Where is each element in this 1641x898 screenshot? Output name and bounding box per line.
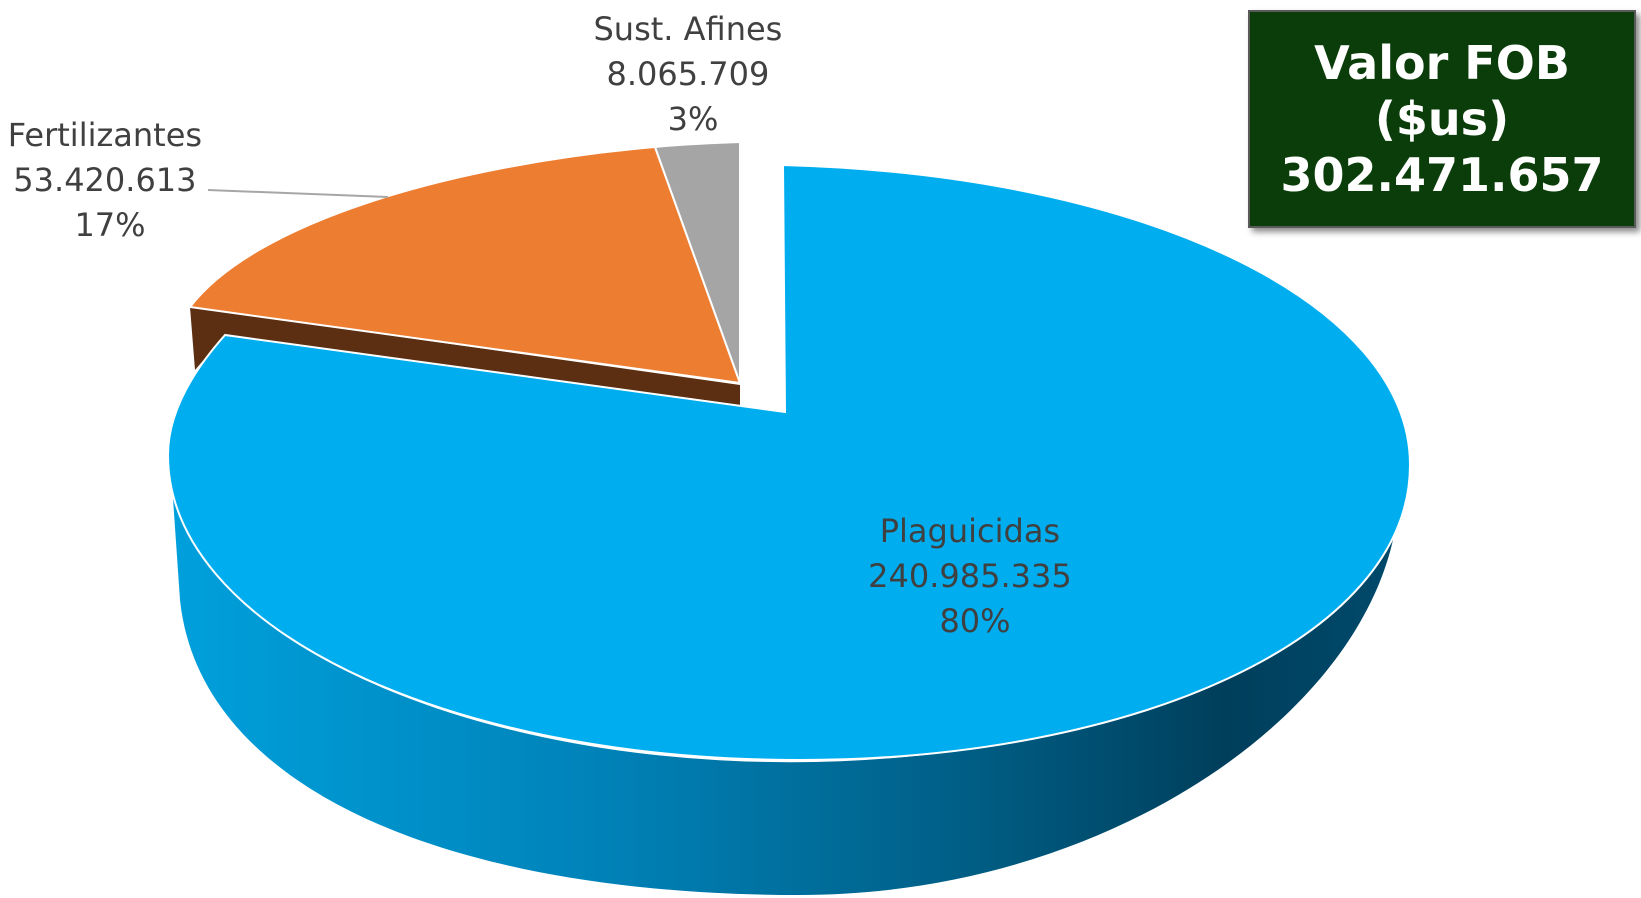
plaguicidas-value: 240.985.335	[868, 557, 1072, 595]
sust-afines-value: 8.065.709	[606, 55, 769, 93]
plaguicidas-label: Plaguicidas 240.985.335 80%	[868, 512, 1082, 640]
fertilizantes-percent: 17%	[74, 206, 145, 244]
total-value-box: Valor FOB ($us) 302.471.657	[1248, 10, 1636, 228]
plaguicidas-name: Plaguicidas	[880, 512, 1060, 550]
slice-fertilizantes	[188, 145, 742, 385]
slice-plaguicidas	[166, 163, 1412, 762]
fertilizantes-label: Fertilizantes 53.420.613 17%	[8, 116, 212, 244]
slice-fertilizantes-side	[190, 307, 740, 405]
total-value: 302.471.657	[1280, 148, 1604, 202]
total-currency: ($us)	[1374, 92, 1510, 146]
fertilizantes-value: 53.420.613	[13, 161, 196, 199]
slice-plaguicidas-side	[169, 455, 1410, 895]
sust-afines-name: Sust. Afines	[593, 10, 782, 48]
plaguicidas-percent: 80%	[939, 602, 1010, 640]
sust-afines-percent: 3%	[668, 100, 719, 138]
total-title: Valor FOB	[1314, 36, 1570, 90]
sust-afines-label: Sust. Afines 8.065.709 3%	[593, 10, 792, 138]
fertilizantes-leader-line	[207, 189, 389, 198]
slice-sust-afines	[653, 140, 741, 384]
fertilizantes-name: Fertilizantes	[8, 116, 202, 154]
